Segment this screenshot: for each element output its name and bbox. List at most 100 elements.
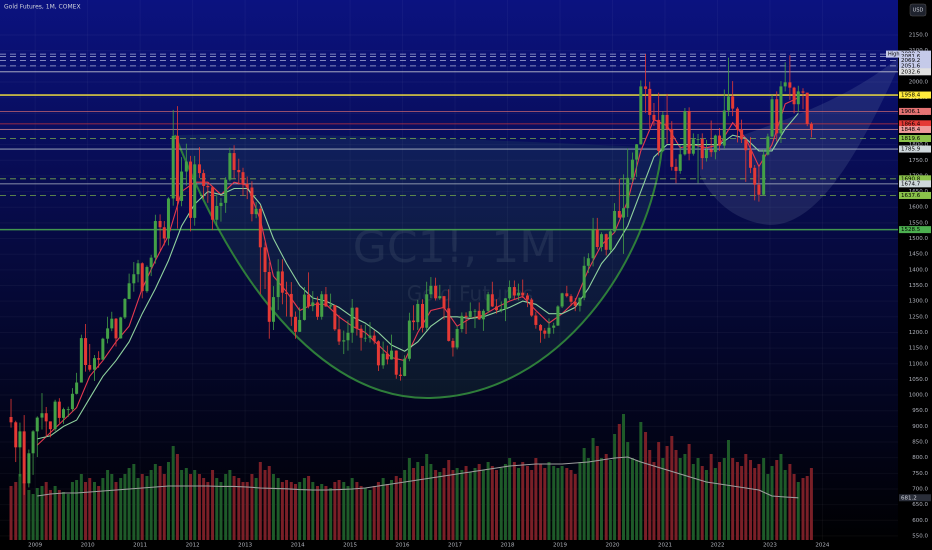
candle-body [53, 401, 57, 430]
candle-body [92, 358, 96, 370]
volume-bar [442, 468, 446, 540]
candle-body [674, 166, 678, 171]
candle-body [359, 328, 363, 338]
volume-bar [215, 478, 219, 540]
price-tag [899, 120, 931, 128]
volume-bar [718, 462, 722, 540]
candle-body [547, 327, 551, 334]
price-tag-label: 1674.7 [901, 181, 921, 187]
candle-body [696, 138, 700, 140]
candle-body [464, 315, 468, 318]
volume-bar [657, 442, 661, 540]
candle-body [792, 87, 796, 105]
volume-bar [683, 454, 687, 540]
candle-body [613, 210, 617, 232]
y-tick-label: 1550.0 [909, 220, 929, 226]
x-tick-label: 2016 [396, 543, 410, 549]
volume-bar [166, 462, 170, 540]
candle-body [316, 302, 320, 317]
candle-body [342, 340, 346, 342]
candle-body [582, 265, 586, 298]
candle-body [622, 208, 626, 218]
price-tag [899, 180, 931, 188]
volume-bar [613, 434, 617, 540]
candle-body [670, 128, 674, 167]
y-tick-label: 600.0 [912, 518, 928, 524]
volume-bar [48, 490, 52, 540]
volume-bar [455, 468, 459, 540]
candle-body [119, 317, 123, 339]
price-tag-label: 2032.6 [901, 69, 921, 75]
candle-body [14, 422, 18, 448]
candle-body [289, 293, 293, 317]
volume-bar [114, 482, 118, 540]
volume-bar [289, 482, 293, 540]
volume-bar [44, 482, 48, 540]
candle-body [27, 453, 31, 484]
volume-bar [608, 460, 612, 540]
cup-curve [174, 134, 663, 400]
volume-bar [661, 458, 665, 540]
candle-body [709, 149, 713, 153]
volume-bar [788, 464, 792, 540]
candle-body [329, 305, 333, 307]
price-tag [899, 226, 931, 234]
candle-body [740, 129, 744, 140]
candle-body [368, 335, 372, 338]
candle-body [394, 350, 398, 375]
candle-body [267, 272, 271, 322]
currency-label: USD [913, 8, 924, 14]
candle-body [79, 338, 83, 383]
y-tick-label: 1350.0 [909, 283, 929, 289]
volume-bar [464, 466, 468, 540]
volume-ma-line [37, 456, 799, 499]
volume-bar [75, 480, 79, 540]
candle-body [307, 294, 311, 307]
candle-body [525, 295, 529, 300]
y-tick-label: 650.0 [912, 502, 928, 508]
candle-body [639, 86, 643, 145]
price-tag [899, 125, 931, 133]
candle-body [271, 297, 275, 322]
volume-bar [407, 458, 411, 540]
candle-body [718, 135, 722, 146]
volume-bar [700, 466, 704, 540]
volume-bar [385, 484, 389, 540]
x-tick-label: 2014 [291, 543, 305, 549]
volume-bar [35, 488, 39, 540]
x-tick-label: 2018 [501, 543, 515, 549]
volume-bar [237, 478, 241, 540]
volume-bar [543, 468, 547, 540]
volume-bar [280, 482, 284, 540]
price-tag [899, 91, 931, 99]
volume-bar [92, 482, 96, 540]
candle-body [298, 319, 302, 332]
volume-bar [508, 458, 512, 540]
volume-bar [119, 478, 123, 540]
volume-bar [486, 462, 490, 540]
candle-body [687, 111, 691, 154]
candle-body [796, 91, 800, 105]
candle-body [88, 365, 92, 370]
x-tick-label: 2010 [81, 543, 95, 549]
candle-body [512, 287, 516, 296]
volume-bar [228, 470, 232, 540]
candle-body [578, 297, 582, 306]
volume-bar [184, 468, 188, 540]
price-tag [899, 191, 931, 199]
volume-bar [403, 470, 407, 540]
candle-body [189, 161, 193, 218]
candle-body [735, 108, 739, 130]
candle-body [438, 296, 442, 299]
volume-bar [578, 462, 582, 540]
volume-bar [626, 442, 630, 540]
price-tag-label: 2069.2 [901, 58, 920, 64]
candle-body [552, 325, 556, 328]
x-tick-label: 2024 [815, 543, 829, 549]
y-tick-label: 2000.0 [909, 80, 929, 86]
volume-bar [494, 470, 498, 540]
volume-bar [434, 470, 438, 540]
candle-body [48, 421, 52, 430]
candle-body [31, 431, 35, 454]
currency-button[interactable] [909, 3, 927, 17]
